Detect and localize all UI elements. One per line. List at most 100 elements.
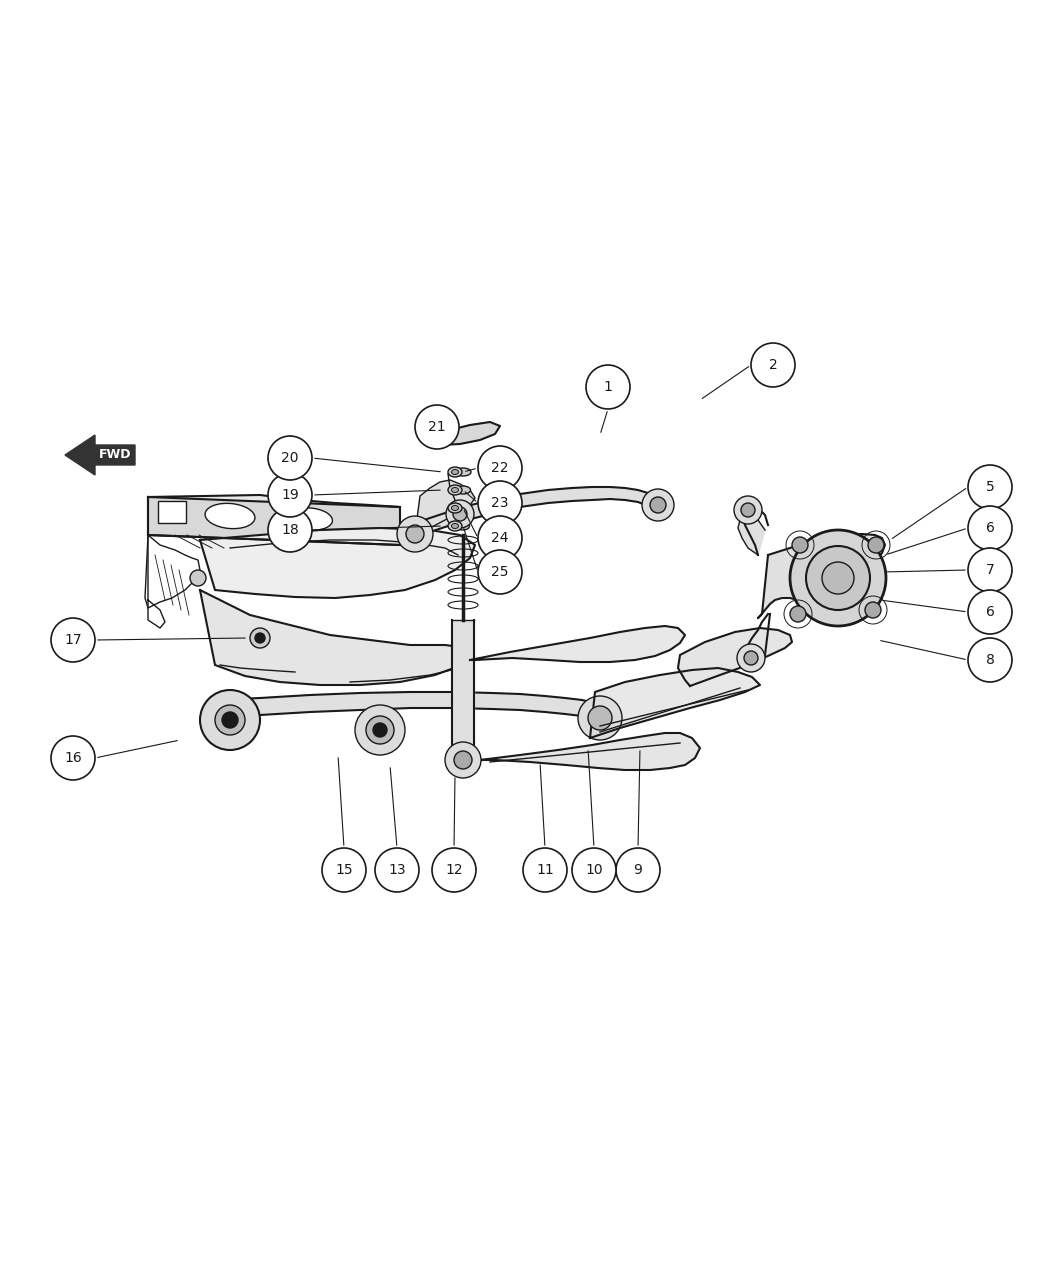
Text: 25: 25	[491, 565, 509, 579]
Circle shape	[454, 751, 473, 769]
Polygon shape	[678, 629, 792, 686]
Text: 10: 10	[585, 863, 603, 877]
Circle shape	[572, 848, 616, 892]
Text: 17: 17	[64, 632, 82, 646]
Ellipse shape	[457, 521, 469, 530]
Circle shape	[222, 711, 238, 728]
Circle shape	[734, 496, 762, 524]
Circle shape	[373, 723, 387, 737]
Circle shape	[255, 632, 265, 643]
Circle shape	[446, 500, 474, 528]
Circle shape	[968, 506, 1012, 550]
Polygon shape	[425, 422, 500, 445]
Circle shape	[790, 530, 886, 626]
Text: 24: 24	[491, 530, 509, 544]
Circle shape	[586, 365, 630, 409]
Text: 22: 22	[491, 462, 509, 476]
Circle shape	[215, 705, 245, 734]
Polygon shape	[200, 590, 472, 685]
Text: 6: 6	[986, 521, 994, 536]
Circle shape	[355, 705, 405, 755]
Circle shape	[268, 473, 312, 516]
Circle shape	[453, 507, 467, 521]
Ellipse shape	[456, 486, 470, 493]
Circle shape	[737, 644, 765, 672]
Circle shape	[478, 550, 522, 594]
Polygon shape	[148, 495, 400, 520]
Circle shape	[741, 504, 755, 516]
Circle shape	[968, 638, 1012, 682]
Text: FWD: FWD	[99, 449, 131, 462]
Text: 15: 15	[335, 863, 353, 877]
Polygon shape	[148, 497, 400, 544]
Text: 7: 7	[986, 564, 994, 578]
Text: 16: 16	[64, 751, 82, 765]
Text: 18: 18	[281, 523, 299, 537]
Circle shape	[790, 606, 806, 622]
Polygon shape	[470, 626, 685, 662]
Circle shape	[792, 537, 809, 553]
Circle shape	[200, 690, 260, 750]
Ellipse shape	[448, 521, 462, 530]
Text: 12: 12	[445, 863, 463, 877]
Circle shape	[322, 848, 366, 892]
Circle shape	[478, 481, 522, 525]
Ellipse shape	[452, 524, 459, 529]
Text: 13: 13	[388, 863, 405, 877]
Circle shape	[744, 652, 758, 666]
Circle shape	[397, 516, 433, 552]
Circle shape	[865, 602, 881, 618]
Ellipse shape	[288, 507, 333, 530]
Ellipse shape	[452, 469, 459, 474]
Circle shape	[822, 562, 854, 594]
Text: 2: 2	[769, 358, 777, 372]
Polygon shape	[452, 620, 474, 750]
Ellipse shape	[452, 487, 459, 492]
Polygon shape	[738, 516, 765, 555]
Circle shape	[432, 848, 476, 892]
Polygon shape	[400, 487, 655, 542]
Circle shape	[968, 590, 1012, 634]
Ellipse shape	[455, 468, 471, 476]
Circle shape	[642, 490, 674, 521]
Text: 11: 11	[537, 863, 554, 877]
Circle shape	[806, 546, 870, 609]
Text: 1: 1	[604, 380, 612, 394]
Circle shape	[268, 436, 312, 479]
Ellipse shape	[452, 505, 459, 510]
Text: 9: 9	[633, 863, 643, 877]
Circle shape	[751, 343, 795, 388]
Text: 6: 6	[986, 606, 994, 618]
Ellipse shape	[448, 484, 462, 495]
Circle shape	[375, 848, 419, 892]
Text: 23: 23	[491, 496, 509, 510]
Circle shape	[51, 618, 94, 662]
Ellipse shape	[205, 504, 255, 529]
Ellipse shape	[456, 504, 470, 513]
Ellipse shape	[448, 467, 462, 477]
Bar	[158, 501, 186, 523]
Circle shape	[190, 570, 206, 586]
Circle shape	[968, 465, 1012, 509]
Circle shape	[366, 717, 394, 745]
Circle shape	[650, 497, 666, 513]
Circle shape	[588, 706, 612, 731]
Circle shape	[51, 736, 94, 780]
Polygon shape	[65, 435, 135, 476]
Circle shape	[478, 516, 522, 560]
Text: 5: 5	[986, 479, 994, 493]
Circle shape	[968, 548, 1012, 592]
Polygon shape	[590, 668, 760, 738]
Polygon shape	[215, 692, 595, 720]
Polygon shape	[200, 528, 475, 598]
Text: 19: 19	[281, 488, 299, 502]
Circle shape	[478, 446, 522, 490]
Circle shape	[250, 629, 270, 648]
Text: 20: 20	[281, 451, 299, 465]
Circle shape	[415, 405, 459, 449]
Polygon shape	[465, 733, 700, 770]
Circle shape	[868, 537, 884, 553]
Circle shape	[616, 848, 660, 892]
Circle shape	[523, 848, 567, 892]
Text: 8: 8	[986, 653, 994, 667]
